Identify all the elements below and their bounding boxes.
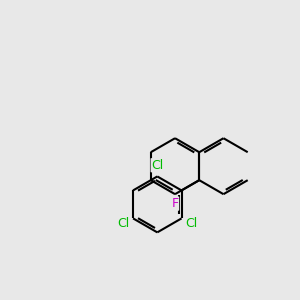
- Text: Cl: Cl: [185, 218, 197, 230]
- Text: Cl: Cl: [117, 218, 130, 230]
- Text: Cl: Cl: [151, 159, 164, 172]
- Text: F: F: [172, 197, 178, 210]
